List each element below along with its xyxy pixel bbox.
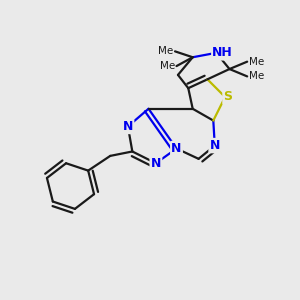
Text: N: N [151,157,161,170]
Text: N: N [171,142,182,155]
Text: Me: Me [249,71,264,81]
Text: N: N [123,120,133,133]
Text: S: S [224,91,232,103]
Text: Me: Me [160,61,175,71]
Text: Me: Me [249,57,264,67]
Text: N: N [210,139,220,152]
Text: Me: Me [158,46,174,56]
Text: NH: NH [212,46,233,59]
